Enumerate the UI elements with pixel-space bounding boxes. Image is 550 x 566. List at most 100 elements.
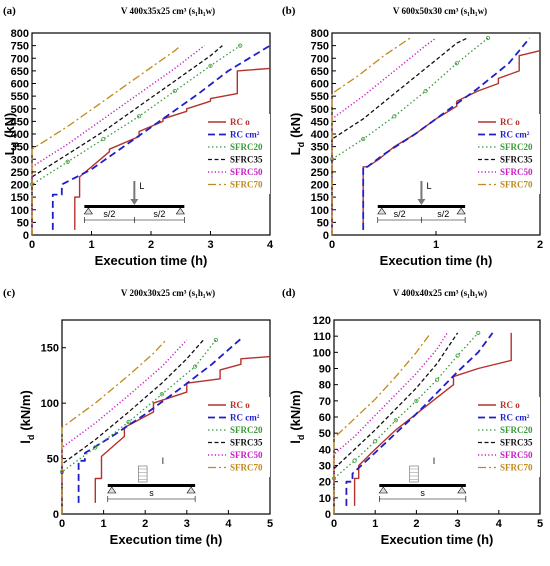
data-point [392,114,397,119]
beam [107,484,196,487]
y-tick-label: 350 [11,142,29,154]
series-line [61,339,204,514]
y-tick-label: 150 [11,192,29,204]
series-line [94,355,271,503]
legend-label: RC o [500,117,520,127]
series-line [31,45,241,235]
panel-label: (b) [282,5,296,17]
beam-schematic: ls [107,456,196,502]
data-point [65,159,70,164]
y-tick-label: 50 [319,428,331,440]
y-tick-label: 600 [311,79,329,91]
legend-box [204,397,270,477]
y-tick-label: 450 [311,116,329,128]
beam-schematic: Ls/2 s/2 [83,181,185,223]
y-tick-label: 70 [319,396,331,408]
beam-schematic: ls [378,456,467,502]
legend-label: SFRC20 [230,142,263,152]
x-tick-label: 0 [29,239,35,251]
series-line [61,339,167,514]
data-point [476,330,481,336]
x-axis-label: Execution time (h) [95,253,208,268]
data-point [423,88,428,94]
series-line [31,45,182,235]
legend-label: SFRC50 [500,167,533,177]
y-tick-label: 100 [313,347,331,359]
chart-title: V 600x50x30 cm³ (s₁h₁w) [393,6,487,16]
span-label: s/2 [437,209,449,219]
beam [379,484,466,487]
data-point [455,353,460,358]
chart-title: V 400x35x25 cm³ (s₁h₁w) [121,6,215,16]
y-tick-label: 20 [319,477,331,489]
panel-label: (a) [3,5,16,17]
y-axis-label: ld(kN/m) [18,390,36,444]
data-point [172,88,177,94]
chart-title: V 400x40x25 cm³ (s₁h₁w) [393,288,487,298]
x-tick-label: 2 [537,239,543,251]
y-tick-label: 0 [325,509,331,521]
series-line [31,45,223,235]
load-label: l [433,456,435,466]
y-tick-label: 10 [319,493,331,505]
support [186,486,196,494]
chart-panel: (d) V 400x40x25 cm³ (s₁h₁w)01020304050607… [282,287,543,547]
legend: RC o RC cm² SFRC20 SFRC35 SFRC50 SFRC70 [204,397,270,477]
x-tick-label: 0 [331,518,337,530]
x-tick-label: 1 [372,518,378,530]
legend-label: RC cm² [500,130,530,140]
data-point [485,35,491,41]
x-tick-label: 1 [433,239,439,251]
support [457,486,467,494]
series-line [333,332,432,514]
panel-label: (c) [3,287,16,299]
y-axis-label: Ld(kN) [288,113,306,156]
data-point [361,136,366,142]
data-point [373,439,378,444]
legend-label: SFRC70 [500,463,533,473]
series-line [51,44,271,230]
legend-label: SFRC20 [500,142,533,152]
data-point [126,419,131,425]
data-point [434,377,440,382]
y-tick-label: 800 [311,28,329,40]
data-point [414,398,419,403]
y-tick-label: 500 [11,104,29,116]
legend-box [474,114,540,194]
x-tick-label: 1 [88,239,94,251]
support [107,486,117,494]
panel-label: (d) [282,287,296,299]
chart-title: V 200x30x25 cm³ (s₁h₁w) [121,288,215,298]
data-point [352,458,357,463]
load-label: l [162,456,164,466]
y-tick-label: 0 [23,230,29,242]
x-tick-label: 3 [207,239,213,251]
y-tick-label: 100 [11,205,29,217]
x-axis-label: Execution time (h) [110,532,223,547]
series-line [77,338,242,503]
x-tick-label: 2 [142,518,148,530]
x-tick-label: 3 [184,518,190,530]
y-tick-label: 550 [311,91,329,103]
data-point [208,63,213,68]
support [378,486,388,494]
y-tick-label: 0 [53,509,59,521]
y-tick-label: 600 [11,79,29,91]
series-line [331,37,489,235]
data-point [393,418,398,423]
y-tick-label: 300 [11,154,29,166]
x-axis-label: Execution time (h) [380,253,493,268]
data-point [137,114,142,119]
x-tick-label: 0 [329,239,335,251]
support [175,207,185,215]
legend-label: RC cm² [500,413,530,423]
y-tick-label: 650 [311,66,329,78]
y-tick-label: 200 [311,180,329,192]
y-tick-label: 350 [311,142,329,154]
x-axis-label: Execution time (h) [381,532,494,547]
x-tick-label: 5 [267,518,273,530]
y-tick-label: 50 [47,454,59,466]
span-label: s/2 [394,209,406,219]
y-tick-label: 150 [41,343,59,355]
support [377,207,387,215]
